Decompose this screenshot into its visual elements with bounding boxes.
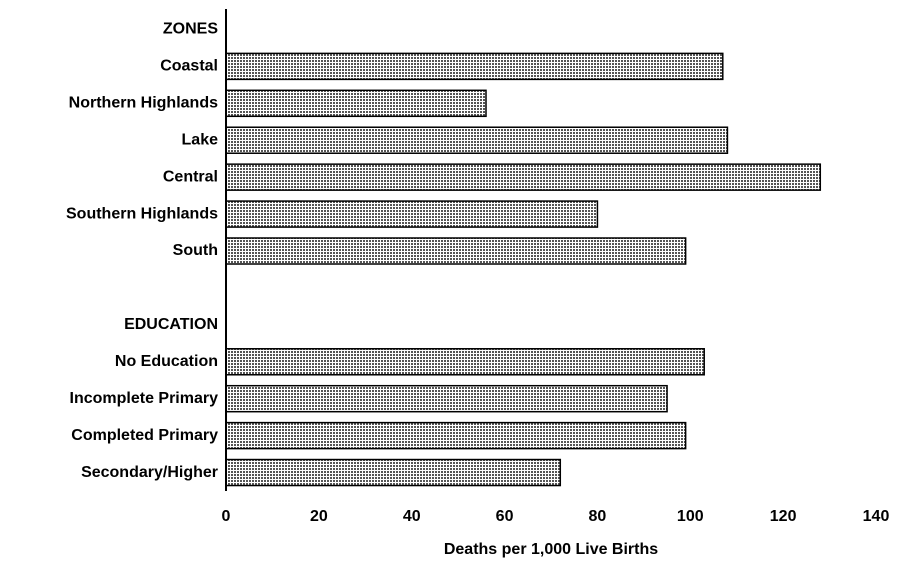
y-tick-label: Lake [182,131,219,148]
bar [225,52,724,81]
bar [225,200,599,228]
y-tick-label: Coastal [160,58,218,75]
bar [225,237,687,265]
x-tick-label: 140 [863,508,890,525]
y-tick-label: Central [163,168,218,185]
x-tick-label: 0 [222,508,231,525]
bar [225,126,729,154]
x-tick-label: 120 [770,508,797,525]
y-tick-label: No Education [115,353,218,370]
bar [225,458,562,487]
x-tick-label: 80 [589,508,607,525]
y-tick-label: ZONES [163,21,218,38]
y-tick-label: Northern Highlands [69,95,218,112]
y-tick-label: South [173,242,218,259]
bar [225,421,687,450]
x-tick-label: 20 [310,508,328,525]
bar [225,89,487,118]
x-tick-label: 60 [496,508,514,525]
bar [225,163,822,191]
y-tick-label: Incomplete Primary [70,390,219,407]
bar [225,384,668,413]
x-axis-title: Deaths per 1,000 Live Births [444,541,658,558]
y-tick-label: EDUCATION [124,316,218,333]
y-tick-label: Secondary/Higher [81,464,218,481]
x-tick-label: 100 [677,508,704,525]
x-tick-label: 40 [403,508,421,525]
y-tick-label: Southern Highlands [66,205,218,222]
y-tick-label: Completed Primary [71,427,218,444]
bar [225,348,705,376]
